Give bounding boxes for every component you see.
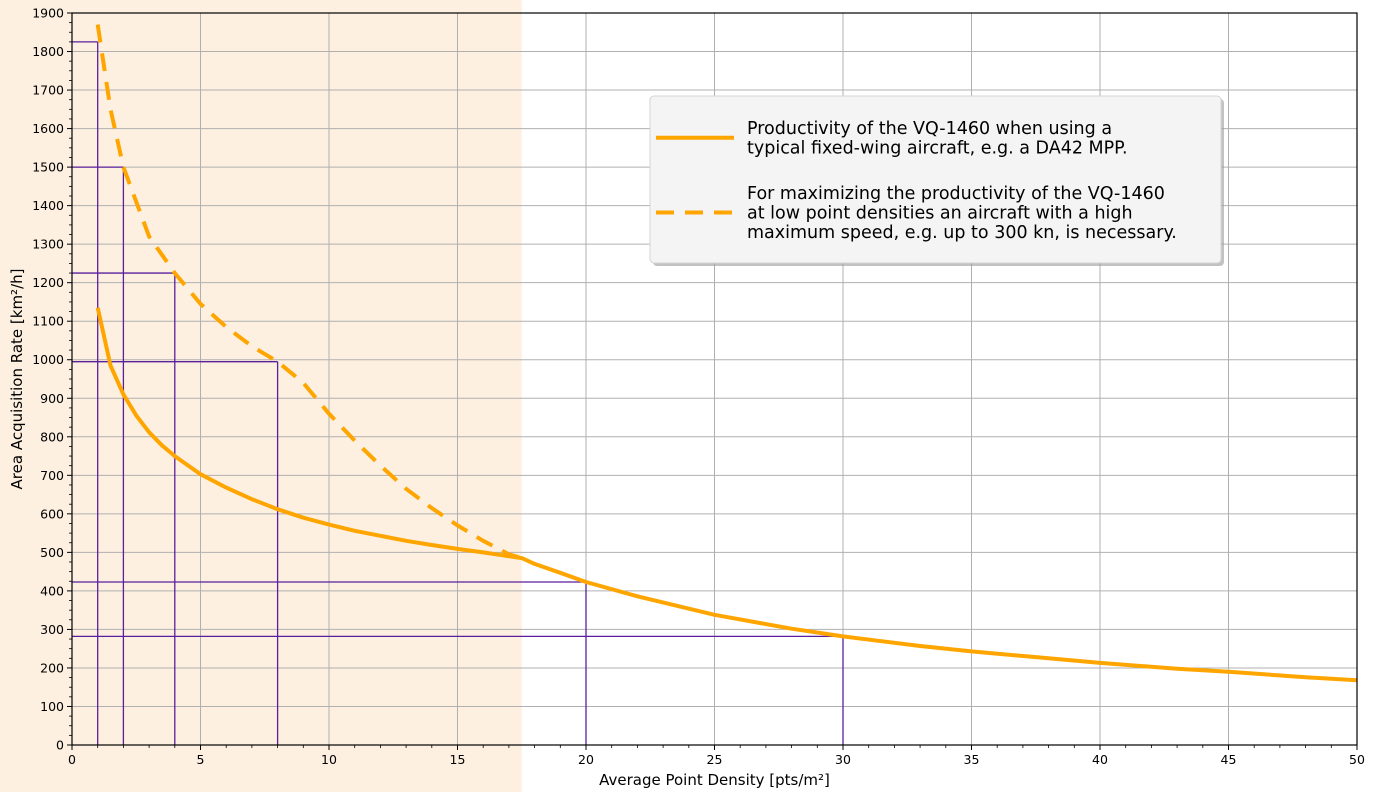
y-tick-label: 1000 [32,352,64,367]
y-tick-label: 900 [40,391,64,406]
highlight-region [0,0,522,792]
y-tick-label: 1800 [32,44,64,59]
y-tick-label: 1200 [32,275,64,290]
series-line-high-speed [95,24,523,561]
x-tick-label: 10 [321,752,337,767]
y-tick-label: 200 [40,660,64,675]
series-lines [95,24,1358,683]
x-tick-label: 50 [1349,752,1365,767]
highlight-band [0,0,522,792]
y-tick-label: 600 [40,506,64,521]
x-tick-label: 0 [68,752,76,767]
y-tick-label: 500 [40,545,64,560]
y-tick-label: 1700 [32,83,64,98]
legend-box [649,95,1222,264]
y-tick-label: 700 [40,468,64,483]
x-tick-label: 35 [964,752,980,767]
legend-label-line: Productivity of the VQ-1460 when using a [747,119,1112,139]
y-tick-label: 100 [40,699,64,714]
reference-lines [72,41,844,745]
axes [67,12,1358,750]
y-tick-label: 0 [56,738,64,753]
x-tick-label: 40 [1092,752,1108,767]
y-tick-label: 400 [40,583,64,598]
y-tick-label: 300 [40,622,64,637]
series-line-fixed-wing [95,307,1358,683]
x-tick-label: 5 [197,752,205,767]
tick-labels: 0 5 10 15 20 25 30 35 40 45 5001002003004005006007… [32,6,1365,768]
legend: Productivity of the VQ-1460 when using a… [649,95,1224,266]
legend-label-line: typical fixed-wing aircraft, e.g. a DA42… [747,139,1128,159]
y-tick-label: 1400 [32,198,64,213]
x-tick-label: 20 [578,752,594,767]
x-tick-label: 30 [835,752,851,767]
x-tick-label: 15 [450,752,466,767]
x-tick-label: 25 [707,752,723,767]
y-tick-label: 1900 [32,6,64,21]
legend-label-line: at low point densities an aircraft with … [747,204,1133,224]
y-tick-label: 1300 [32,237,64,252]
legend-label-line: maximum speed, e.g. up to 300 kn, is nec… [747,223,1177,243]
x-tick-label: 45 [1221,752,1237,767]
y-tick-label: 800 [40,429,64,444]
y-tick-label: 1600 [32,121,64,136]
legend-label-line: For maximizing the productivity of the V… [747,184,1165,204]
x-axis-title: Average Point Density [pts/m²] [599,771,830,789]
y-axis-title: Area Acquisition Rate [km²/h] [8,269,26,490]
y-tick-label: 1500 [32,160,64,175]
y-tick-label: 1100 [32,314,64,329]
